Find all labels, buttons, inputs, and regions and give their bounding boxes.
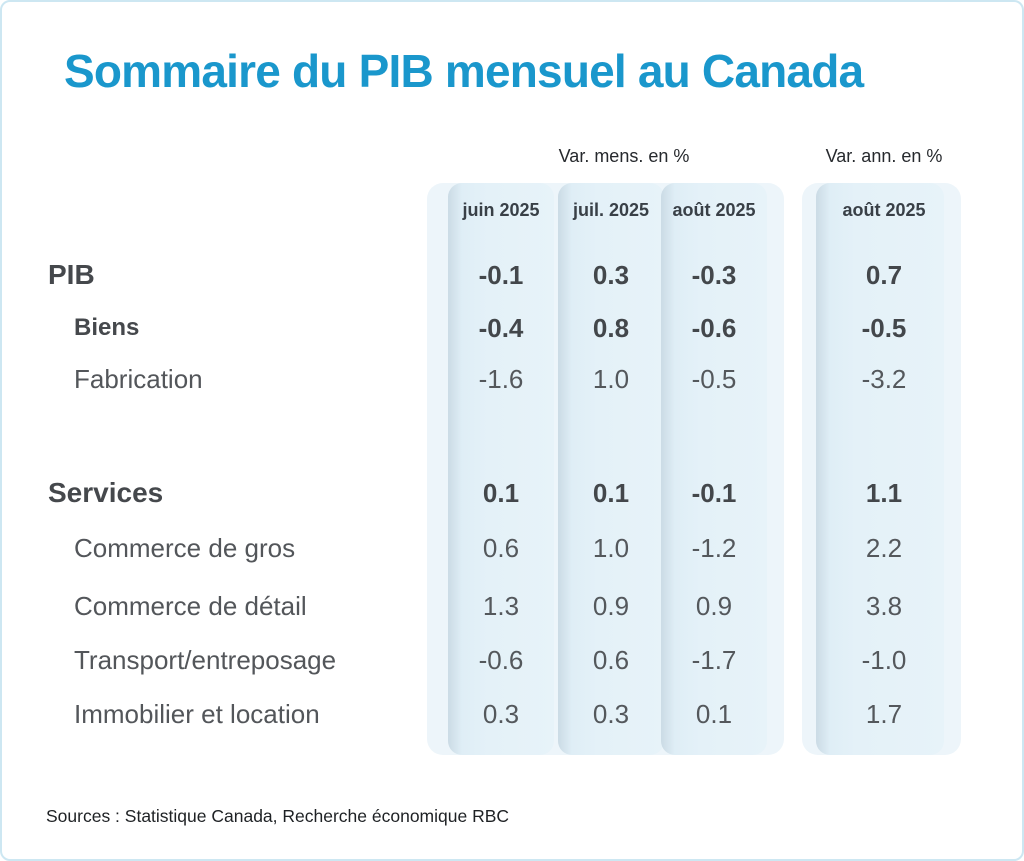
cell-value: 0.3: [592, 260, 630, 290]
annual-column-panel: [802, 183, 961, 755]
row-label: Immobilier et location: [74, 699, 320, 729]
row-label: Transport/entreposage: [74, 645, 337, 675]
cell-value: 0.1: [482, 478, 520, 508]
cell-value: 0.3: [592, 699, 630, 729]
cell-value: 1.0: [592, 533, 630, 563]
cell-value: 0.6: [592, 645, 630, 675]
cell-value: -0.1: [478, 260, 524, 290]
cell-value: -0.6: [478, 645, 524, 675]
row-label: Fabrication: [74, 364, 203, 394]
column-header-juin: juin 2025: [462, 200, 540, 220]
column-strip-annual: [816, 183, 944, 755]
column-header-annual-aout: août 2025: [842, 200, 926, 220]
cell-value: -1.2: [691, 533, 737, 563]
cell-value: -0.1: [691, 478, 737, 508]
column-header-juil: juil. 2025: [572, 200, 650, 220]
table-row-commerce-de-detail: Commerce de détail 1.3 0.9 0.9 3.8: [2, 586, 1022, 626]
table-row-fabrication: Fabrication -1.6 1.0 -0.5 -3.2: [2, 359, 1022, 399]
cell-value: 0.9: [695, 591, 733, 621]
row-label: Commerce de gros: [74, 533, 296, 563]
row-label: Biens: [74, 314, 140, 341]
group-header-annual: Var. ann. en %: [825, 146, 943, 166]
row-label: Commerce de détail: [74, 591, 307, 621]
source-note: Sources : Statistique Canada, Recherche …: [46, 806, 510, 826]
cell-value: 0.6: [482, 533, 520, 563]
column-header-row: juin 2025 juil. 2025 août 2025 août 2025: [2, 190, 1022, 230]
cell-value: 1.0: [592, 364, 630, 394]
column-header-aout: août 2025: [672, 200, 756, 220]
cell-value: 3.8: [865, 591, 903, 621]
cell-value: 1.1: [865, 478, 903, 508]
cell-value: 0.9: [592, 591, 630, 621]
cell-value: 1.3: [482, 591, 520, 621]
column-strip-juil: [558, 183, 664, 755]
table-row-services: Services 0.1 0.1 -0.1 1.1: [2, 473, 1022, 513]
group-header-monthly: Var. mens. en %: [558, 146, 690, 166]
table-row-pib: PIB -0.1 0.3 -0.3 0.7: [2, 255, 1022, 295]
table-row-biens: Biens -0.4 0.8 -0.6 -0.5: [2, 308, 1022, 348]
cell-value: 0.3: [482, 699, 520, 729]
cell-value: -0.3: [691, 260, 737, 290]
cell-value: -0.5: [691, 364, 737, 394]
cell-value: -3.2: [861, 364, 907, 394]
cell-value: 0.1: [695, 699, 733, 729]
monthly-columns-panel: [427, 183, 784, 755]
cell-value: -0.5: [861, 313, 907, 343]
figure-title: Sommaire du PIB mensuel au Canada: [64, 45, 864, 97]
cell-value: -1.6: [478, 364, 524, 394]
cell-value: -1.7: [691, 645, 737, 675]
table-row-commerce-de-gros: Commerce de gros 0.6 1.0 -1.2 2.2: [2, 528, 1022, 568]
table-row-immobilier-et-location: Immobilier et location 0.3 0.3 0.1 1.7: [2, 694, 1022, 734]
cell-value: 0.8: [592, 313, 630, 343]
cell-value: 2.2: [865, 533, 903, 563]
column-strip-juin: [448, 183, 554, 755]
row-label: PIB: [48, 259, 95, 290]
cell-value: 0.1: [592, 478, 630, 508]
row-label: Services: [48, 477, 164, 508]
cell-value: -1.0: [861, 645, 907, 675]
cell-value: 0.7: [865, 260, 903, 290]
table-row-transport-entreposage: Transport/entreposage -0.6 0.6 -1.7 -1.0: [2, 640, 1022, 680]
cell-value: 1.7: [865, 699, 903, 729]
column-strip-aout: [661, 183, 767, 755]
cell-value: -0.4: [478, 313, 524, 343]
cell-value: -0.6: [691, 313, 737, 343]
